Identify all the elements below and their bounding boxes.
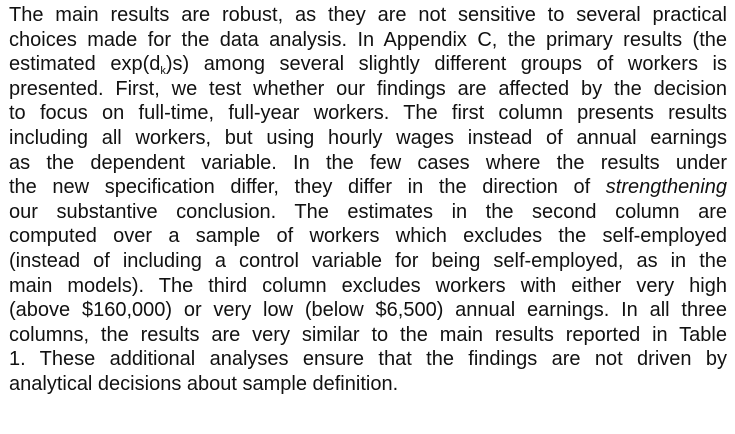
paragraph-line-10: computed over a sample of workers which …	[9, 225, 727, 248]
line-3-text-after-subscript: )s) among several slightly different gro…	[165, 53, 727, 76]
subscript-k: k	[160, 65, 166, 78]
paragraph-line-9: our substantive conclusion. The estimate…	[9, 200, 727, 223]
paragraph-line-4: presented. First, we test whether our fi…	[9, 77, 727, 100]
paragraph-line-11: (instead of including a control variable…	[9, 249, 727, 272]
paragraph-line-3: estimated exp(dk)s) among several slight…	[9, 52, 727, 77]
line-8-text: the new specification differ, they diffe…	[9, 176, 606, 199]
paragraph-line-14: columns, the results are very similar to…	[9, 323, 727, 346]
line-3-text-before-subscript: estimated exp(d	[9, 53, 161, 76]
paragraph-line-1: The main results are robust, as they are…	[9, 4, 727, 26]
paragraph-line-6: including all workers, but using hourly …	[9, 126, 727, 149]
body-paragraph: The main results are robust, as they are…	[9, 3, 727, 397]
emphasized-word: strengthening	[605, 176, 727, 199]
paragraph-line-13: (above $160,000) or very low (below $6,5…	[9, 299, 727, 322]
paragraph-line-15: 1. These additional analyses ensure that…	[9, 348, 727, 371]
paragraph-line-8: the new specification differ, they diffe…	[9, 175, 727, 200]
paragraph-line-5: to focus on full-time, full-year workers…	[9, 102, 727, 125]
paragraph-line-2: choices made for the data analysis. In A…	[9, 28, 727, 51]
paragraph-line-12: main models). The third column excludes …	[9, 274, 727, 297]
paragraph-line-16: analytical decisions about sample defini…	[9, 372, 399, 395]
paragraph-line-7: as the dependent variable. In the few ca…	[9, 151, 727, 174]
